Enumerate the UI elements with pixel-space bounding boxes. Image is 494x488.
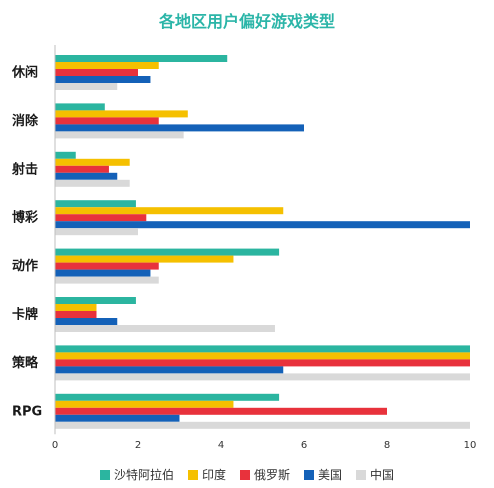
category-label: 动作 [12,258,38,274]
bar-休闲-俄罗斯 [55,69,138,76]
bar-动作-俄罗斯 [55,262,159,270]
bar-RPG-美国 [55,414,180,422]
bar-策略-俄罗斯 [55,359,470,367]
legend-swatch [304,469,314,480]
x-tick-label: 6 [301,440,307,451]
bar-射击-俄罗斯 [55,165,109,173]
bar-RPG-俄罗斯 [55,407,387,415]
x-tick-label: 8 [384,440,390,451]
bar-博彩-美国 [55,221,470,229]
category-label: RPG [12,404,42,419]
bar-动作-美国 [55,269,151,277]
legend-swatch [187,469,198,480]
bar-消除-印度 [55,110,188,118]
category-label: 博彩 [12,210,38,226]
bar-卡牌-中国 [55,325,275,332]
bar-休闲-美国 [55,76,151,83]
bar-博彩-俄罗斯 [55,214,147,222]
bar-动作-印度 [55,255,234,263]
legend-item: 印度 [187,466,226,483]
bar-射击-沙特阿拉伯 [55,151,76,159]
bar-策略-沙特阿拉伯 [55,345,470,353]
x-tick-label: 10 [464,440,477,451]
bar-卡牌-美国 [55,318,118,325]
legend-label: 俄罗斯 [253,468,290,482]
chart-title: 各地区用户偏好游戏类型 [158,12,335,31]
legend-label: 中国 [370,468,395,482]
bar-RPG-沙特阿拉伯 [55,393,280,401]
legend-item: 俄罗斯 [239,466,290,483]
bar-休闲-印度 [55,62,159,69]
legend-label: 美国 [318,468,343,482]
legend: 沙特阿拉伯 印度 俄罗斯 美国 中国 [0,466,494,483]
bar-休闲-中国 [55,83,118,90]
legend-label: 沙特阿拉伯 [113,468,174,482]
bar-策略-美国 [55,366,284,374]
bar-卡牌-印度 [55,304,97,311]
x-tick-label: 2 [135,440,141,451]
bar-消除-沙特阿拉伯 [55,103,105,111]
bar-博彩-中国 [55,228,138,236]
bar-博彩-沙特阿拉伯 [55,200,136,208]
bar-策略-中国 [55,373,470,381]
bar-博彩-印度 [55,207,284,215]
x-tick-label: 0 [52,440,58,451]
bars-layer [55,55,470,429]
bar-卡牌-俄罗斯 [55,311,97,318]
bar-策略-印度 [55,352,470,360]
legend-swatch [99,469,110,480]
bar-射击-美国 [55,172,118,180]
bar-消除-美国 [55,124,304,132]
bar-消除-俄罗斯 [55,117,159,125]
category-label: 休闲 [11,65,38,81]
x-tick-label: 4 [218,440,224,451]
bar-动作-沙特阿拉伯 [55,248,280,256]
legend-item: 中国 [356,466,394,483]
x-axis-ticks: 0 2 4 6 8 10 [52,440,477,451]
bar-消除-中国 [55,131,184,139]
legend-item: 沙特阿拉伯 [99,466,174,483]
bar-射击-中国 [55,179,130,187]
legend-item: 美国 [304,466,342,483]
legend-label: 印度 [201,468,226,482]
bar-卡牌-沙特阿拉伯 [55,297,136,304]
category-label: 消除 [12,113,39,129]
legend-swatch [239,469,250,480]
category-label: 射击 [11,161,38,177]
bar-RPG-印度 [55,400,234,408]
category-label: 卡牌 [12,307,38,323]
bar-休闲-沙特阿拉伯 [55,55,228,62]
bar-动作-中国 [55,276,159,284]
legend-swatch [356,469,367,480]
bar-RPG-中国 [55,421,470,429]
bar-射击-印度 [55,158,130,166]
category-label: 策略 [12,355,39,371]
